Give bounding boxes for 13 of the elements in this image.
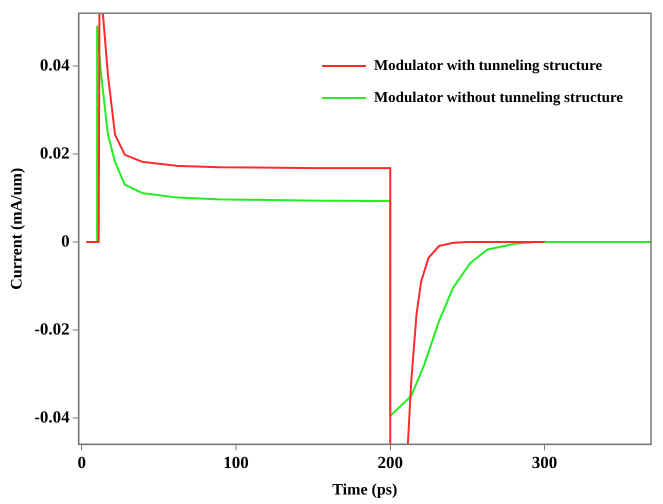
- y-tick-label: 0.04: [40, 55, 70, 74]
- legend-label: Modulator without tunneling structure: [374, 90, 623, 106]
- y-tick-label: -0.04: [34, 407, 70, 426]
- x-tick-label: 0: [77, 452, 86, 472]
- x-tick-label: 300: [532, 452, 558, 472]
- x-tick-label: 100: [223, 452, 249, 472]
- x-axis-title: Time (ps): [332, 482, 398, 499]
- legend-label: Modulator with tunneling structure: [374, 58, 602, 74]
- y-tick-label: 0: [61, 231, 70, 250]
- y-tick-label: -0.02: [34, 319, 70, 338]
- x-tick-label: 200: [378, 452, 404, 472]
- y-tick-label: 0.02: [40, 143, 70, 162]
- y-axis-title: Current (mA/um): [8, 168, 26, 290]
